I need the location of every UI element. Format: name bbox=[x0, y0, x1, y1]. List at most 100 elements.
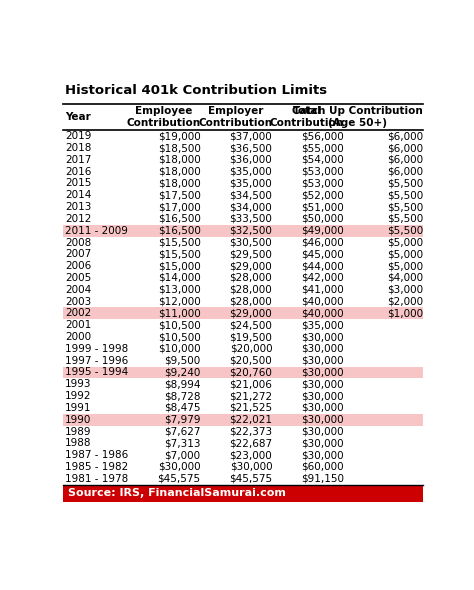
Text: $91,150: $91,150 bbox=[301, 474, 344, 484]
Bar bbox=[63, 461, 423, 473]
Bar bbox=[63, 343, 423, 355]
Bar bbox=[63, 178, 423, 189]
Text: $21,525: $21,525 bbox=[229, 403, 272, 413]
Text: 2000: 2000 bbox=[65, 332, 91, 342]
Text: $22,021: $22,021 bbox=[229, 415, 272, 425]
Bar bbox=[63, 414, 423, 425]
Text: 2008: 2008 bbox=[65, 238, 91, 248]
Text: 1991: 1991 bbox=[65, 403, 91, 413]
Text: $49,000: $49,000 bbox=[301, 226, 344, 236]
Text: $5,000: $5,000 bbox=[387, 261, 423, 271]
Text: $17,000: $17,000 bbox=[158, 202, 201, 212]
Text: $7,313: $7,313 bbox=[164, 438, 201, 448]
Text: $10,000: $10,000 bbox=[158, 344, 201, 354]
Text: 2003: 2003 bbox=[65, 297, 91, 307]
Text: $51,000: $51,000 bbox=[301, 202, 344, 212]
Text: $6,000: $6,000 bbox=[387, 131, 423, 141]
Text: 1987 - 1986: 1987 - 1986 bbox=[65, 450, 128, 460]
Text: 2016: 2016 bbox=[65, 166, 91, 176]
Bar bbox=[63, 237, 423, 248]
Text: $30,000: $30,000 bbox=[301, 427, 344, 437]
Text: $21,006: $21,006 bbox=[229, 379, 272, 389]
Text: $53,000: $53,000 bbox=[301, 178, 344, 188]
Text: $28,000: $28,000 bbox=[229, 285, 272, 295]
Bar bbox=[63, 284, 423, 296]
Text: $45,000: $45,000 bbox=[301, 250, 344, 260]
Text: $40,000: $40,000 bbox=[301, 297, 344, 307]
Text: 1981 - 1978: 1981 - 1978 bbox=[65, 474, 128, 484]
Text: $30,000: $30,000 bbox=[301, 403, 344, 413]
Text: $17,500: $17,500 bbox=[158, 191, 201, 200]
Text: $30,000: $30,000 bbox=[301, 368, 344, 378]
Text: $20,760: $20,760 bbox=[229, 368, 272, 378]
Bar bbox=[63, 225, 423, 237]
Text: $44,000: $44,000 bbox=[301, 261, 344, 271]
Text: 1997 - 1996: 1997 - 1996 bbox=[65, 356, 128, 366]
Text: Total
Contribution: Total Contribution bbox=[270, 106, 344, 129]
Text: $15,000: $15,000 bbox=[158, 261, 201, 271]
Text: 2011 - 2009: 2011 - 2009 bbox=[65, 226, 128, 236]
Text: $30,000: $30,000 bbox=[301, 438, 344, 448]
Text: $5,500: $5,500 bbox=[387, 202, 423, 212]
Bar bbox=[63, 166, 423, 178]
Text: $8,475: $8,475 bbox=[164, 403, 201, 413]
Text: 2012: 2012 bbox=[65, 214, 91, 224]
Text: Source: IRS, FinancialSamurai.com: Source: IRS, FinancialSamurai.com bbox=[68, 489, 286, 499]
Text: 2018: 2018 bbox=[65, 143, 91, 153]
Text: $7,000: $7,000 bbox=[164, 450, 201, 460]
Text: $1,000: $1,000 bbox=[387, 309, 423, 319]
Text: $29,000: $29,000 bbox=[229, 261, 272, 271]
Text: $2,000: $2,000 bbox=[387, 297, 423, 307]
Text: $35,000: $35,000 bbox=[229, 166, 272, 176]
Text: $29,000: $29,000 bbox=[229, 309, 272, 319]
Text: 2004: 2004 bbox=[65, 285, 91, 295]
Text: $30,000: $30,000 bbox=[230, 462, 272, 472]
Text: $34,000: $34,000 bbox=[229, 202, 272, 212]
Text: $9,240: $9,240 bbox=[164, 368, 201, 378]
Text: $35,000: $35,000 bbox=[229, 178, 272, 188]
Text: $52,000: $52,000 bbox=[301, 191, 344, 200]
Text: $12,000: $12,000 bbox=[158, 297, 201, 307]
Text: $23,000: $23,000 bbox=[229, 450, 272, 460]
Text: $4,000: $4,000 bbox=[387, 273, 423, 283]
Text: $45,575: $45,575 bbox=[157, 474, 201, 484]
Text: $7,627: $7,627 bbox=[164, 427, 201, 437]
Text: $45,575: $45,575 bbox=[229, 474, 272, 484]
Text: $8,994: $8,994 bbox=[164, 379, 201, 389]
Bar bbox=[63, 130, 423, 142]
Text: $5,500: $5,500 bbox=[387, 214, 423, 224]
Text: 1992: 1992 bbox=[65, 391, 91, 401]
Text: 2005: 2005 bbox=[65, 273, 91, 283]
Text: $16,500: $16,500 bbox=[158, 226, 201, 236]
Text: $29,500: $29,500 bbox=[229, 250, 272, 260]
Text: $42,000: $42,000 bbox=[301, 273, 344, 283]
Text: $30,500: $30,500 bbox=[229, 238, 272, 248]
Text: Year: Year bbox=[65, 112, 91, 122]
Text: 2007: 2007 bbox=[65, 250, 91, 260]
Text: $10,500: $10,500 bbox=[158, 320, 201, 330]
Text: $30,000: $30,000 bbox=[301, 450, 344, 460]
Text: $60,000: $60,000 bbox=[301, 462, 344, 472]
Text: $3,000: $3,000 bbox=[387, 285, 423, 295]
Text: 2001: 2001 bbox=[65, 320, 91, 330]
Bar bbox=[63, 260, 423, 272]
Text: $35,000: $35,000 bbox=[301, 320, 344, 330]
Text: $15,500: $15,500 bbox=[158, 238, 201, 248]
Text: $18,000: $18,000 bbox=[158, 178, 201, 188]
Text: 2019: 2019 bbox=[65, 131, 91, 141]
Bar bbox=[63, 425, 423, 437]
Text: $7,979: $7,979 bbox=[164, 415, 201, 425]
Text: 1985 - 1982: 1985 - 1982 bbox=[65, 462, 128, 472]
Bar bbox=[63, 402, 423, 414]
Text: $22,687: $22,687 bbox=[229, 438, 272, 448]
Text: $36,000: $36,000 bbox=[229, 155, 272, 165]
Text: $15,500: $15,500 bbox=[158, 250, 201, 260]
Text: $6,000: $6,000 bbox=[387, 155, 423, 165]
Bar bbox=[63, 189, 423, 201]
Bar bbox=[63, 319, 423, 331]
Text: $33,500: $33,500 bbox=[229, 214, 272, 224]
Text: $41,000: $41,000 bbox=[301, 285, 344, 295]
Text: $5,500: $5,500 bbox=[387, 178, 423, 188]
Text: 2015: 2015 bbox=[65, 178, 91, 188]
Text: $30,000: $30,000 bbox=[301, 415, 344, 425]
